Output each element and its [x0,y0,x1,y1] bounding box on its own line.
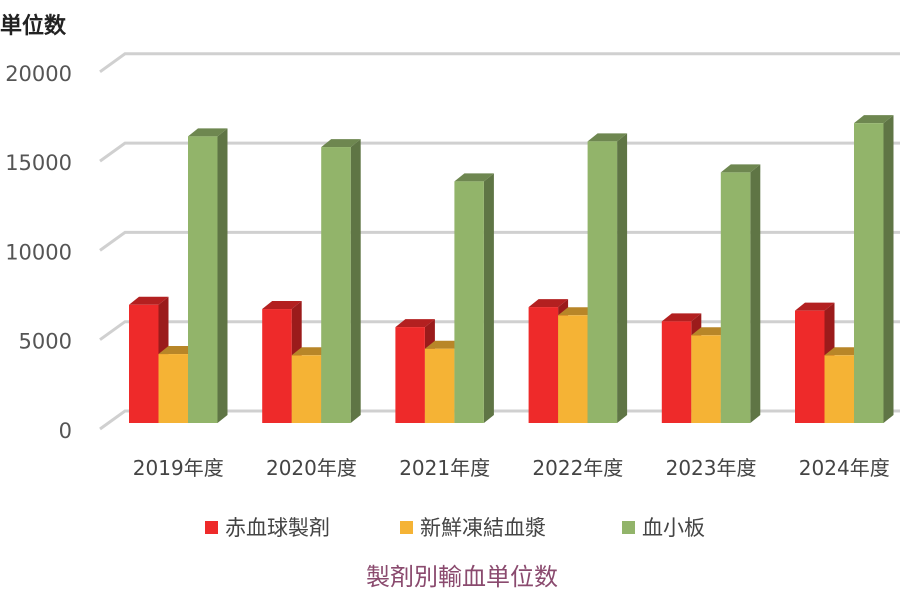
bar-4-1 [691,335,721,423]
bar-top [795,302,835,311]
gridlines [99,52,900,431]
bar-top [528,299,569,308]
bar-5-0 [795,310,825,423]
legend-swatch [622,521,635,534]
bar-3-1 [558,315,588,423]
legend-label: 新鮮凍結血漿 [420,516,546,540]
bar-2-1 [424,348,455,423]
x-tick-label: 2023年度 [666,456,757,480]
bar-side [217,128,228,424]
bar-top [720,164,761,173]
y-axis-label: 単位数 [0,13,67,39]
bar-4-0 [661,321,692,423]
y-tick-label: 10000 [5,240,72,264]
bar-top [262,301,302,310]
bar-top [454,173,494,182]
legend-label: 赤血球製剤 [225,516,330,540]
bar-top [661,313,702,322]
bar-4-2 [720,172,751,423]
chart-title: 製剤別輸血単位数 [366,563,558,591]
bar-2-0 [395,327,425,423]
bars [129,115,894,424]
bar-top [321,139,361,148]
bar-2-2 [454,181,484,423]
bar-3-0 [528,307,559,423]
bar-top [854,115,894,124]
y-tick-label: 5000 [19,330,72,354]
gridline [99,320,900,341]
bar-5-2 [854,123,884,423]
x-tick-label: 2019年度 [133,456,224,480]
bar-side [617,133,628,424]
gridline [99,52,900,74]
bar-side [750,164,761,423]
gridline [99,230,900,252]
bar-0-2 [188,136,218,424]
bar-top [587,133,628,142]
bar-0-1 [158,354,188,423]
bar-side [350,139,361,424]
x-tick-label: 2024年度 [799,456,890,480]
x-axis-labels: 2019年度 2020年度 2021年度 2022年度 2023年度 2024年度 [133,456,890,480]
bar-1-1 [291,355,322,423]
legend-swatch [400,521,413,534]
bar-1-0 [262,309,292,423]
bar-5-1 [824,355,854,423]
bar-1-2 [321,147,351,424]
y-axis-ticks: 0 5000 10000 15000 20000 [5,62,72,443]
bar-top [188,128,228,137]
bar-top [395,319,435,328]
gridline [99,409,900,431]
legend-label: 血小板 [642,516,705,540]
bar-side [883,115,894,423]
y-tick-label: 15000 [5,151,72,175]
legend-swatch [205,521,218,534]
bar-top [129,296,169,305]
bar-3-2 [587,141,618,424]
x-tick-label: 2021年度 [399,456,490,480]
bar-side [483,173,494,423]
x-tick-label: 2020年度 [266,456,357,480]
bar-0-0 [129,304,159,423]
y-tick-label: 0 [59,419,72,443]
legend: 赤血球製剤 新鮮凍結血漿 血小板 [205,516,705,540]
gridline [99,141,900,163]
x-tick-label: 2022年度 [532,456,623,480]
y-tick-label: 20000 [5,62,72,86]
